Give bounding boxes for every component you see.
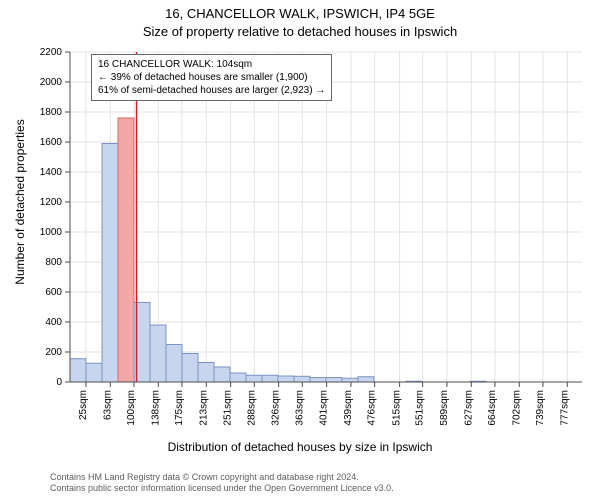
chart-page: 16, CHANCELLOR WALK, IPSWICH, IP4 5GE Si… [0, 0, 600, 500]
svg-text:1800: 1800 [40, 107, 63, 118]
x-tick-label: 401sqm [319, 390, 330, 426]
histogram-bar [166, 345, 182, 383]
x-tick-label: 439sqm [343, 390, 354, 426]
histogram-bar [102, 144, 118, 383]
footer-line-2: Contains public sector information licen… [50, 483, 394, 493]
x-axis-label: Distribution of detached houses by size … [0, 440, 600, 454]
annotation-line: 16 CHANCELLOR WALK: 104sqm [98, 58, 325, 71]
histogram-bar [86, 363, 102, 382]
annotation-box: 16 CHANCELLOR WALK: 104sqm← 39% of detac… [91, 54, 332, 101]
histogram-bar [230, 373, 246, 382]
annotation-line: 61% of semi-detached houses are larger (… [98, 84, 325, 97]
x-tick-label: 175sqm [174, 390, 185, 426]
histogram-bar [358, 377, 374, 382]
histogram-bar [342, 378, 358, 382]
svg-text:400: 400 [45, 317, 62, 328]
svg-text:2200: 2200 [40, 47, 63, 58]
histogram-bar [294, 376, 310, 382]
x-tick-label: 515sqm [392, 390, 403, 426]
histogram-bar [214, 367, 230, 382]
x-tick-label: 702sqm [511, 390, 522, 426]
x-tick-label: 476sqm [367, 390, 378, 426]
page-title: 16, CHANCELLOR WALK, IPSWICH, IP4 5GE [0, 6, 600, 21]
x-tick-label: 63sqm [102, 390, 113, 420]
histogram-bar [262, 375, 278, 382]
x-tick-label: 251sqm [223, 390, 234, 426]
x-tick-label: 100sqm [126, 390, 137, 426]
histogram-bar [326, 378, 342, 383]
svg-text:200: 200 [45, 347, 62, 358]
x-tick-label: 138sqm [150, 390, 161, 426]
histogram-bar [150, 325, 166, 382]
x-tick-label: 739sqm [535, 390, 546, 426]
histogram-bar [246, 375, 262, 382]
histogram-bar [182, 354, 198, 383]
histogram-bar-highlight [118, 118, 134, 382]
histogram-chart: 0 200 400 600 800 1000 1200 1400 1600 1800 2000 220… [0, 42, 600, 452]
x-tick-label: 326sqm [271, 390, 282, 426]
histogram-bar [310, 378, 326, 383]
annotation-line: ← 39% of detached houses are smaller (1,… [98, 71, 325, 84]
svg-text:1000: 1000 [40, 227, 63, 238]
svg-text:600: 600 [45, 287, 62, 298]
x-tick-label: 589sqm [439, 390, 450, 426]
x-tick-label: 551sqm [415, 390, 426, 426]
x-tick-label: 363sqm [294, 390, 305, 426]
svg-text:800: 800 [45, 257, 62, 268]
x-tick-label: 627sqm [463, 390, 474, 426]
svg-text:1200: 1200 [40, 197, 63, 208]
svg-text:0: 0 [56, 377, 62, 388]
histogram-bar [198, 363, 214, 383]
footer-line-1: Contains HM Land Registry data © Crown c… [50, 472, 359, 482]
svg-text:1600: 1600 [40, 137, 63, 148]
x-tick-label: 25sqm [78, 390, 89, 420]
page-subtitle: Size of property relative to detached ho… [0, 24, 600, 39]
x-tick-label: 213sqm [198, 390, 209, 426]
x-tick-label: 664sqm [487, 390, 498, 426]
histogram-bar [278, 376, 294, 382]
svg-text:1400: 1400 [40, 167, 63, 178]
footer-attribution: Contains HM Land Registry data © Crown c… [50, 472, 590, 495]
histogram-bar [70, 359, 86, 382]
x-tick-label: 288sqm [246, 390, 257, 426]
x-tick-label: 777sqm [559, 390, 570, 426]
svg-text:2000: 2000 [40, 77, 63, 88]
